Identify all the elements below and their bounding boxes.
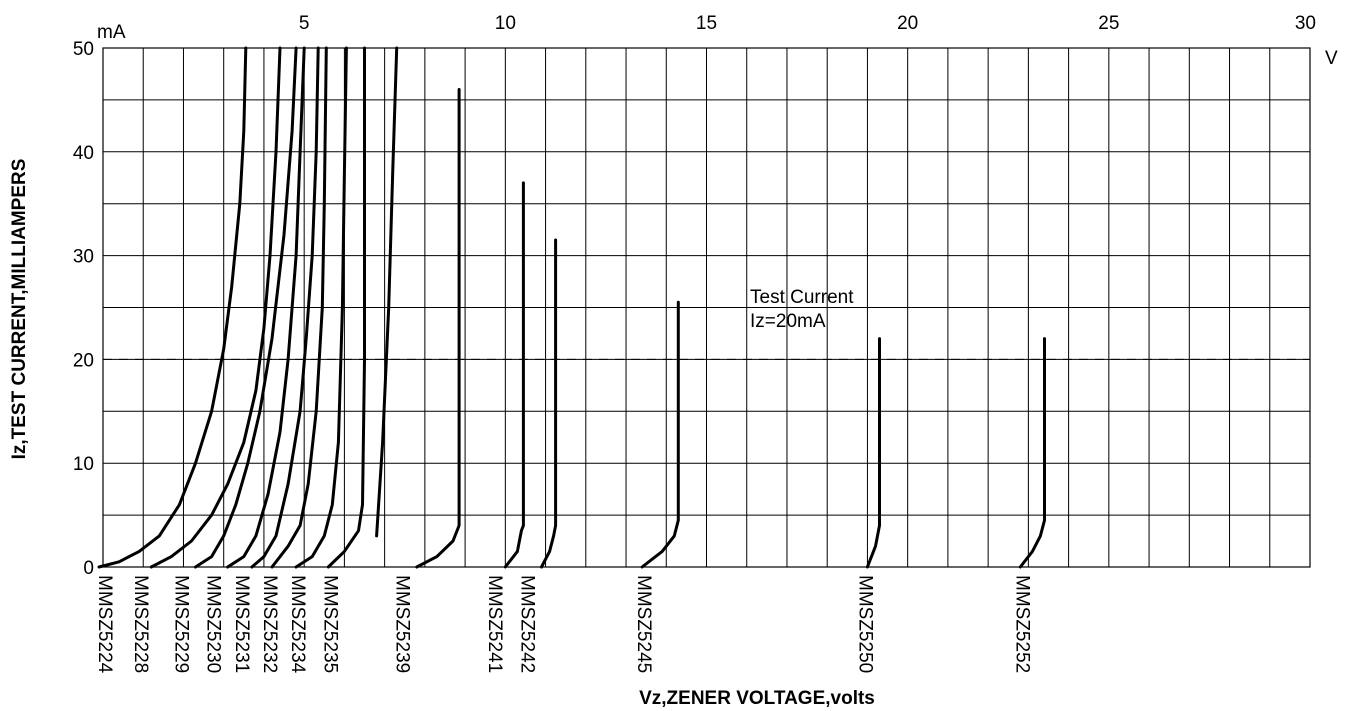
curve-mmsz5228 [149,46,282,569]
annotation-line-1: Test Current [750,287,854,308]
chart-grid [102,47,1311,568]
curve-mmsz5242 [540,238,558,569]
y-tick-label: 50 [73,39,94,60]
x-tick-label: 10 [495,13,516,34]
curve-mmsz5252 [1018,337,1046,569]
x-tick-label: 30 [1295,13,1316,34]
curve-mmsz5241 [503,181,525,569]
zener-curves [97,46,1046,569]
x-axis-title: Vz,ZENER VOLTAGE,volts [639,688,875,709]
series-label-mmsz5230: MMSZ5230 [203,575,224,673]
x-tick-label: 15 [696,13,717,34]
series-label-mmsz5232: MMSZ5232 [259,575,280,673]
x-tick-label: 25 [1098,13,1119,34]
series-label-mmsz5231: MMSZ5231 [231,575,252,673]
y-tick-label: 10 [73,454,94,475]
curve-mmsz5230 [226,46,306,569]
curve-mmsz5224 [97,46,248,569]
y-axis-ticks: 0 10 20 30 40 50 [73,39,94,579]
curve-mmsz5245 [640,300,680,569]
curve-mmsz5229 [194,46,298,569]
curve-mmsz5239 [415,88,461,569]
x-tick-label: 20 [897,13,918,34]
x-axis-unit: V [1325,48,1338,69]
y-tick-label: 40 [73,143,94,164]
series-label-mmsz5229: MMSZ5229 [170,575,191,673]
y-axis-unit: mA [97,22,126,43]
x-axis-ticks: 5 10 15 20 25 30 [299,13,1316,34]
curve-unlabeled [375,46,399,538]
y-tick-label: 0 [83,558,94,579]
series-label-mmsz5242: MMSZ5242 [516,575,537,673]
x-tick-label: 5 [299,13,310,34]
series-label-mmsz5241: MMSZ5241 [484,575,505,673]
curve-mmsz5250 [865,337,881,569]
series-label-mmsz5235: MMSZ5235 [319,575,340,673]
annotation-line-2: Iz=20mA [750,311,826,332]
series-label-mmsz5250: MMSZ5250 [854,575,875,673]
series-label-mmsz5239: MMSZ5239 [392,575,413,673]
plot-frame [102,47,1311,568]
y-axis-title: Iz,TEST CURRENT,MILLIAMPERS [9,159,30,460]
curve-mmsz5232 [270,46,328,569]
curve-mmsz5234 [294,46,348,569]
series-label-mmsz5234: MMSZ5234 [287,575,308,674]
curve-mmsz5231 [250,46,320,569]
series-label-mmsz5252: MMSZ5252 [1011,575,1032,673]
series-labels: MMSZ5224 MMSZ5228 MMSZ5229 MMSZ5230 MMSZ5231… [94,575,1032,674]
test-current-annotation: Test Current Iz=20mA [750,287,854,332]
series-label-mmsz5245: MMSZ5245 [633,575,654,673]
y-tick-label: 30 [73,247,94,268]
series-label-mmsz5228: MMSZ5228 [130,575,151,673]
curve-mmsz5235 [326,46,366,569]
y-tick-label: 20 [73,350,94,371]
series-label-mmsz5224: MMSZ5224 [94,575,115,674]
